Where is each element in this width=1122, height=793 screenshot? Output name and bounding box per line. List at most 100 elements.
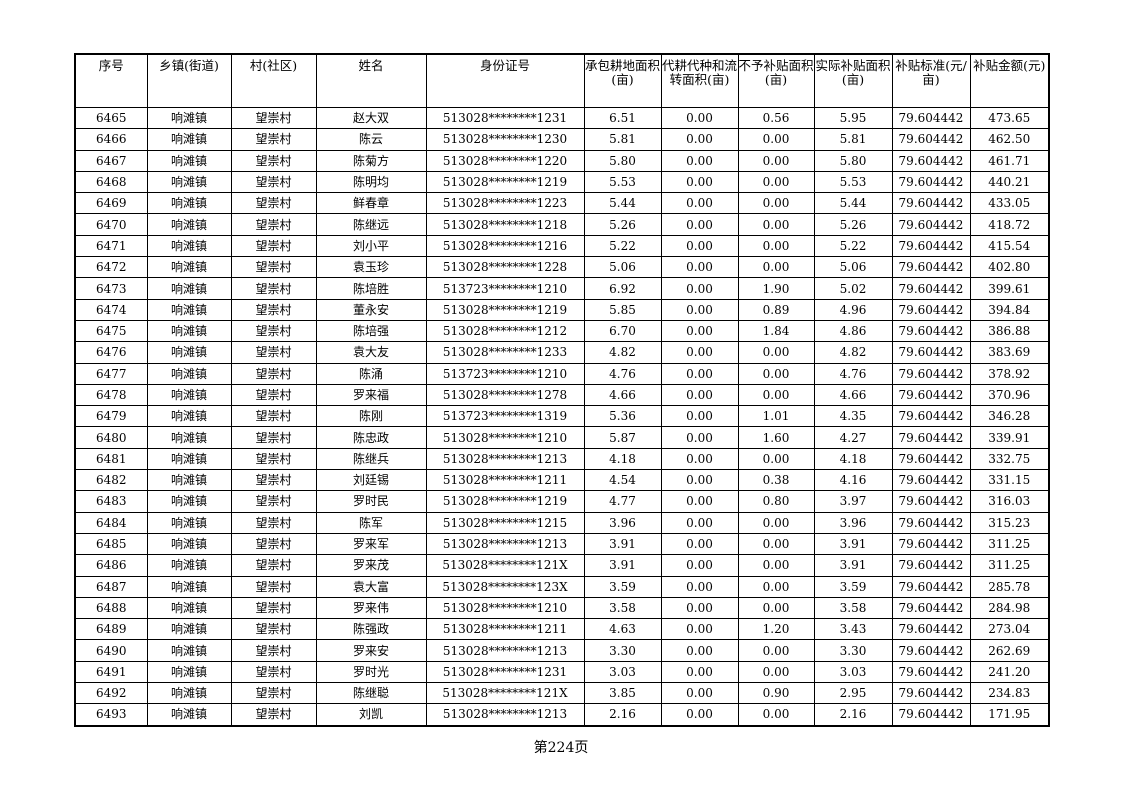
cell-col-actual-area: 3.59 (813, 575, 893, 598)
header-col-index: 序号 (74, 53, 148, 108)
cell-col-village: 望崇村 (230, 532, 317, 556)
cell-col-amount: 241.20 (969, 660, 1050, 684)
cell-col-standard: 79.604442 (891, 490, 971, 513)
page-number: 第224页 (533, 740, 589, 756)
cell-col-actual-area: 4.35 (813, 405, 893, 428)
cell-col-id: 513028********121X (425, 554, 585, 577)
cell-col-town: 响滩镇 (146, 511, 232, 534)
cell-col-town: 响滩镇 (146, 319, 232, 343)
cell-col-transfer-area: 0.00 (660, 469, 739, 492)
cell-col-index: 6474 (74, 298, 148, 321)
table-row: 6474 响滩镇 望崇村 董永安 513028********1219 5.85 0.00 0… (74, 298, 1050, 321)
cell-col-contract-area: 3.30 (583, 639, 662, 662)
cell-col-village: 望崇村 (230, 575, 317, 598)
subsidy-table: 序号 乡镇(街道) 村(社区) 姓名 身份证号 承包耕地面积(亩) 代耕代种和流转面积(亩)… (74, 53, 1050, 727)
cell-col-amount: 383.69 (969, 341, 1050, 364)
cell-col-transfer-area: 0.00 (660, 319, 739, 343)
cell-col-actual-area: 2.95 (813, 682, 893, 705)
cell-col-index: 6480 (74, 426, 148, 449)
table-row: 6471 响滩镇 望崇村 刘小平 513028********1216 5.22 0.00 0… (74, 234, 1050, 258)
cell-col-id: 513028********1219 (425, 298, 585, 321)
cell-col-standard: 79.604442 (891, 405, 971, 428)
cell-col-contract-area: 5.26 (583, 213, 662, 236)
cell-col-index: 6481 (74, 447, 148, 471)
table-row: 6466 响滩镇 望崇村 陈云 513028********1230 5.81 0.00 0.… (74, 128, 1050, 151)
cell-col-standard: 79.604442 (891, 426, 971, 449)
cell-col-excluded-area: 0.00 (737, 639, 815, 662)
cell-col-actual-area: 5.44 (813, 192, 893, 215)
cell-col-contract-area: 5.87 (583, 426, 662, 449)
cell-col-village: 望崇村 (230, 405, 317, 428)
table-row: 6481 响滩镇 望崇村 陈继兵 513028********1213 4.18 0.00 0… (74, 447, 1050, 471)
cell-col-standard: 79.604442 (891, 170, 971, 194)
table-row: 6475 响滩镇 望崇村 陈培强 513028********1212 6.70 0.00 1… (74, 319, 1050, 343)
cell-col-index: 6478 (74, 383, 148, 407)
cell-col-village: 望崇村 (230, 554, 317, 577)
cell-col-name: 罗来福 (315, 383, 427, 407)
cell-col-contract-area: 4.76 (583, 362, 662, 385)
cell-col-name: 刘小平 (315, 234, 427, 258)
cell-col-amount: 284.98 (969, 596, 1050, 620)
cell-col-name: 董永安 (315, 298, 427, 321)
cell-col-actual-area: 4.96 (813, 298, 893, 321)
cell-col-transfer-area: 0.00 (660, 554, 739, 577)
cell-col-standard: 79.604442 (891, 682, 971, 705)
cell-col-transfer-area: 0.00 (660, 383, 739, 407)
cell-col-id: 513028********1223 (425, 192, 585, 215)
cell-col-contract-area: 3.85 (583, 682, 662, 705)
cell-col-name: 陈刚 (315, 405, 427, 428)
cell-col-amount: 418.72 (969, 213, 1050, 236)
cell-col-amount: 285.78 (969, 575, 1050, 598)
cell-col-excluded-area: 0.00 (737, 256, 815, 279)
cell-col-transfer-area: 0.00 (660, 277, 739, 300)
cell-col-contract-area: 3.91 (583, 554, 662, 577)
cell-col-contract-area: 4.66 (583, 383, 662, 407)
cell-col-amount: 311.25 (969, 554, 1050, 577)
cell-col-id: 513028********1213 (425, 639, 585, 662)
cell-col-name: 陈军 (315, 511, 427, 534)
cell-col-id: 513028********1211 (425, 618, 585, 641)
cell-col-town: 响滩镇 (146, 660, 232, 684)
table-row: 6488 响滩镇 望崇村 罗来伟 513028********1210 3.58 0.00 0… (74, 596, 1050, 620)
cell-col-index: 6479 (74, 405, 148, 428)
cell-col-contract-area: 3.58 (583, 596, 662, 620)
header-col-village: 村(社区) (230, 53, 317, 108)
cell-col-excluded-area: 0.00 (737, 575, 815, 598)
cell-col-town: 响滩镇 (146, 639, 232, 662)
cell-col-name: 罗时民 (315, 490, 427, 513)
cell-col-name: 袁大富 (315, 575, 427, 598)
cell-col-transfer-area: 0.00 (660, 106, 739, 130)
table-row: 6489 响滩镇 望崇村 陈强政 513028********1211 4.63 0.00 1… (74, 618, 1050, 641)
cell-col-amount: 462.50 (969, 128, 1050, 151)
cell-col-excluded-area: 0.00 (737, 341, 815, 364)
cell-col-village: 望崇村 (230, 703, 317, 727)
header-col-actual-area: 实际补贴面积(亩) (813, 53, 893, 108)
table-row: 6483 响滩镇 望崇村 罗时民 513028********1219 4.77 0.00 0… (74, 490, 1050, 513)
cell-col-actual-area: 4.18 (813, 447, 893, 471)
cell-col-amount: 346.28 (969, 405, 1050, 428)
cell-col-transfer-area: 0.00 (660, 426, 739, 449)
cell-col-village: 望崇村 (230, 596, 317, 620)
cell-col-transfer-area: 0.00 (660, 341, 739, 364)
cell-col-excluded-area: 0.00 (737, 192, 815, 215)
cell-col-excluded-area: 0.00 (737, 532, 815, 556)
cell-col-contract-area: 5.85 (583, 298, 662, 321)
cell-col-excluded-area: 1.20 (737, 618, 815, 641)
cell-col-village: 望崇村 (230, 639, 317, 662)
cell-col-transfer-area: 0.00 (660, 575, 739, 598)
cell-col-excluded-area: 1.90 (737, 277, 815, 300)
cell-col-transfer-area: 0.00 (660, 192, 739, 215)
header-col-name: 姓名 (315, 53, 427, 108)
cell-col-index: 6489 (74, 618, 148, 641)
cell-col-actual-area: 4.76 (813, 362, 893, 385)
cell-col-village: 望崇村 (230, 362, 317, 385)
cell-col-contract-area: 3.03 (583, 660, 662, 684)
cell-col-id: 513028********1228 (425, 256, 585, 279)
cell-col-id: 513028********1215 (425, 511, 585, 534)
cell-col-actual-area: 3.91 (813, 554, 893, 577)
cell-col-actual-area: 5.81 (813, 128, 893, 151)
cell-col-actual-area: 3.58 (813, 596, 893, 620)
cell-col-amount: 394.84 (969, 298, 1050, 321)
cell-col-id: 513028********1213 (425, 447, 585, 471)
cell-col-name: 陈继兵 (315, 447, 427, 471)
